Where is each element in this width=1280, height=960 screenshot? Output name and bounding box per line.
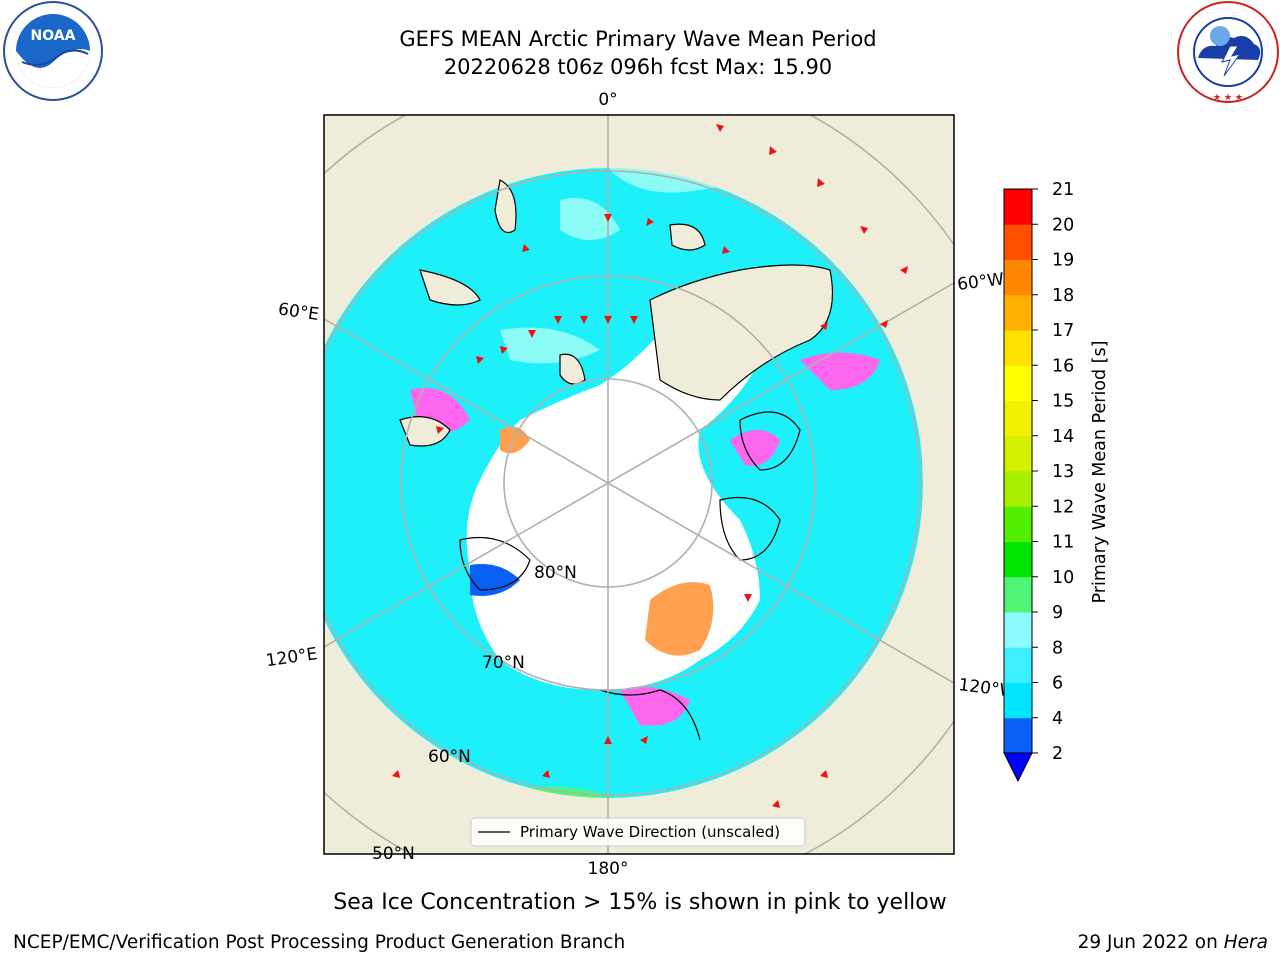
direction-arrow — [820, 322, 828, 330]
caption: Sea Ice Concentration > 15% is shown in … — [333, 890, 947, 915]
direction-arrow — [604, 316, 612, 324]
parallel-label: 60°N — [428, 747, 471, 767]
colorbar-tick-label: 6 — [1052, 674, 1063, 694]
map-legend: Primary Wave Direction (unscaled) — [470, 817, 806, 847]
parallel-label: 50°N — [372, 844, 415, 864]
chart-subtitle: 20220628 t06z 096h fcst Max: 15.90 — [443, 55, 833, 79]
colorbar-segment — [1004, 365, 1032, 401]
noaa-logo-text: NOAA — [31, 28, 76, 44]
direction-arrow — [580, 316, 588, 324]
svg-text:★ ★ ★: ★ ★ ★ — [1213, 93, 1243, 103]
direction-arrow — [522, 244, 530, 252]
footer-right: 29 Jun 2022 on Hera — [1078, 932, 1268, 953]
colorbar: 2 4 6 8 9 10 11 12 13 14 15 16 17 18 19 20 21 — [1003, 180, 1074, 783]
direction-arrow — [630, 316, 638, 324]
direction-arrow — [900, 266, 908, 274]
direction-arrow — [646, 218, 654, 226]
direction-arrow — [772, 800, 780, 808]
direction-arrow — [554, 316, 562, 324]
colorbar-tick-label: 20 — [1052, 215, 1074, 235]
meridian-120e — [324, 482, 609, 648]
colorbar-tick-label: 16 — [1052, 356, 1074, 376]
meridian-label: 180° — [588, 859, 629, 879]
direction-arrow — [436, 426, 444, 434]
colorbar-tick-label: 19 — [1052, 251, 1074, 271]
meridian-label: 60°E — [277, 299, 320, 324]
colorbar-segment — [1004, 189, 1032, 225]
footer-machine: Hera — [1223, 932, 1268, 953]
footer-date: 29 Jun 2022 on — [1077, 932, 1224, 953]
direction-arrow — [392, 770, 400, 778]
colorbar-tick-label: 11 — [1052, 533, 1074, 553]
noaa-logo: NOAA — [3, 1, 103, 101]
colorbar-segment — [1004, 576, 1032, 613]
direction-arrow — [528, 330, 536, 338]
chart-title: GEFS MEAN Arctic Primary Wave Mean Perio… — [399, 27, 877, 51]
colorbar-tick-label: 9 — [1052, 603, 1063, 623]
direction-arrow — [880, 320, 888, 328]
legend-label: Primary Wave Direction (unscaled) — [520, 823, 780, 841]
colorbar-tick-label: 21 — [1052, 180, 1074, 200]
colorbar-tick-label: 8 — [1052, 638, 1063, 658]
meridian-label: 120°E — [265, 644, 319, 671]
direction-arrow — [500, 346, 508, 354]
direction-arrow — [542, 770, 550, 778]
direction-arrow — [860, 226, 868, 234]
direction-arrow — [604, 214, 612, 222]
colorbar-tick-label: 2 — [1052, 744, 1063, 764]
colorbar-label: Primary Wave Mean Period [s] — [1090, 341, 1110, 604]
colorbar-tick-label: 18 — [1052, 286, 1074, 306]
direction-arrow — [744, 594, 752, 602]
direction-arrow — [817, 178, 825, 187]
colorbar-segment — [1004, 471, 1032, 507]
meridian-120w — [607, 482, 954, 684]
meridian-label: 0° — [598, 90, 617, 110]
nws-logo: ★ ★ ★ — [1177, 1, 1279, 103]
colorbar-tick-label: 17 — [1052, 321, 1074, 341]
colorbar-segment — [1004, 612, 1032, 648]
colorbar-segment — [1004, 294, 1032, 331]
direction-arrow — [722, 246, 730, 254]
colorbar-segment — [1004, 682, 1032, 719]
colorbar-segment — [1004, 224, 1032, 260]
coastlines — [399, 179, 834, 741]
direction-arrow — [640, 736, 648, 744]
meridian-60w — [607, 282, 954, 484]
colorbar-tick-label: 14 — [1052, 427, 1074, 447]
direction-arrow — [716, 124, 724, 132]
map-frame — [323, 114, 955, 855]
footer-left: NCEP/EMC/Verification Post Processing Pr… — [13, 932, 626, 953]
colorbar-extend-min — [1003, 752, 1033, 783]
colorbar-segment — [1004, 717, 1032, 754]
colorbar-segment — [1004, 435, 1032, 472]
graticule — [324, 115, 954, 854]
direction-arrow — [476, 356, 484, 364]
colorbar-tick-label: 12 — [1052, 497, 1074, 517]
meridian-60e — [324, 318, 609, 484]
colorbar-tick-label: 15 — [1052, 392, 1074, 412]
wave-direction-arrows — [392, 124, 908, 808]
parallel-label: 70°N — [482, 653, 525, 673]
colorbar-tick-label: 10 — [1052, 568, 1074, 588]
parallel-label: 80°N — [534, 563, 577, 583]
colorbar-segment — [1004, 647, 1032, 683]
colorbar-segment — [1004, 506, 1032, 542]
colorbar-segment — [1004, 259, 1032, 296]
direction-arrow — [604, 736, 612, 744]
direction-arrow — [820, 770, 828, 778]
direction-arrow — [769, 146, 777, 155]
colorbar-segment — [1004, 541, 1032, 578]
colorbar-segment — [1004, 330, 1032, 366]
colorbar-tick-label: 13 — [1052, 462, 1074, 482]
meridian-label: 60°W — [956, 269, 1005, 295]
colorbar-segment — [1004, 400, 1032, 437]
map-area: Primary Wave Direction (unscaled) — [324, 115, 954, 854]
colorbar-tick-label: 4 — [1052, 709, 1063, 729]
